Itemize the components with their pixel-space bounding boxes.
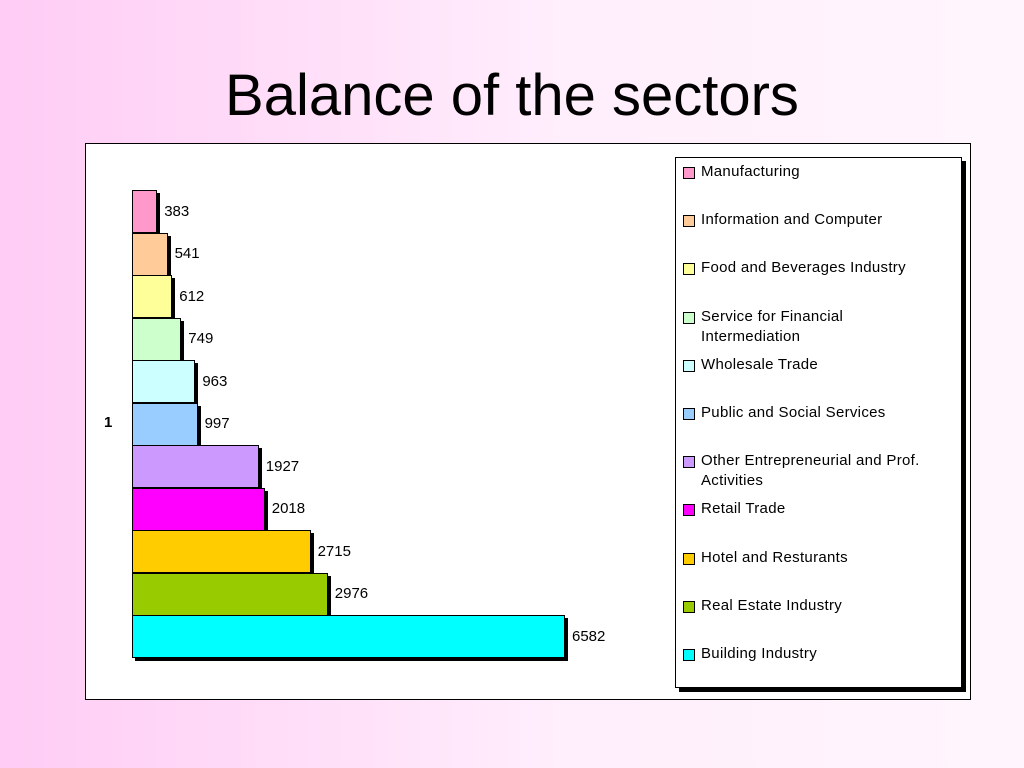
legend-entry: Hotel and Resturants	[701, 548, 848, 566]
bar	[132, 360, 196, 403]
bar	[132, 317, 182, 361]
legend-swatch	[683, 408, 695, 420]
legend-swatch	[683, 311, 695, 324]
data-label: 541	[174, 245, 200, 262]
category-label: 1	[104, 413, 113, 431]
legend	[675, 157, 962, 688]
bar	[132, 530, 311, 573]
legend-entry: Real Estate Industry	[701, 596, 843, 614]
data-label: 2976	[334, 585, 369, 602]
data-label: 2715	[317, 542, 351, 560]
data-label: 997	[204, 415, 230, 432]
legend-swatch	[683, 456, 695, 469]
bar	[132, 487, 265, 531]
legend-swatch	[683, 263, 695, 276]
bar	[132, 275, 173, 318]
legend-swatch	[683, 649, 695, 661]
legend-entry: Other Entrepreneurial and Prof. Activiti…	[701, 452, 920, 490]
bar	[132, 615, 565, 658]
legend-entry: Wholesale Trade	[701, 355, 819, 373]
legend-swatch	[683, 359, 695, 372]
legend-entry: Retail Trade	[701, 500, 786, 518]
legend-swatch	[683, 552, 695, 565]
legend-swatch	[683, 600, 695, 613]
legend-swatch	[683, 504, 695, 517]
bar	[132, 190, 158, 233]
data-label: 383	[164, 202, 190, 220]
chart-title: Balance of the sectors	[225, 63, 799, 128]
legend-swatch	[683, 215, 695, 228]
bar	[132, 232, 168, 276]
bar	[132, 402, 198, 446]
bar	[132, 445, 259, 488]
legend-entry: Manufacturing	[701, 163, 800, 180]
bar	[132, 572, 328, 616]
legend-entry: Public and Social Services	[701, 404, 886, 421]
data-label: 6582	[572, 627, 606, 645]
legend-entry: Food and Beverages Industry	[701, 259, 906, 277]
data-label: 612	[179, 287, 205, 305]
data-label: 963	[202, 372, 228, 390]
legend-entry: Building Industry	[701, 645, 817, 662]
data-label: 1927	[265, 457, 300, 475]
data-label: 749	[188, 330, 214, 347]
legend-entry: Information and Computer	[701, 211, 883, 229]
legend-swatch	[683, 167, 695, 179]
legend-entry: Service for Financial Intermediation	[701, 307, 844, 345]
data-label: 2018	[271, 500, 306, 517]
